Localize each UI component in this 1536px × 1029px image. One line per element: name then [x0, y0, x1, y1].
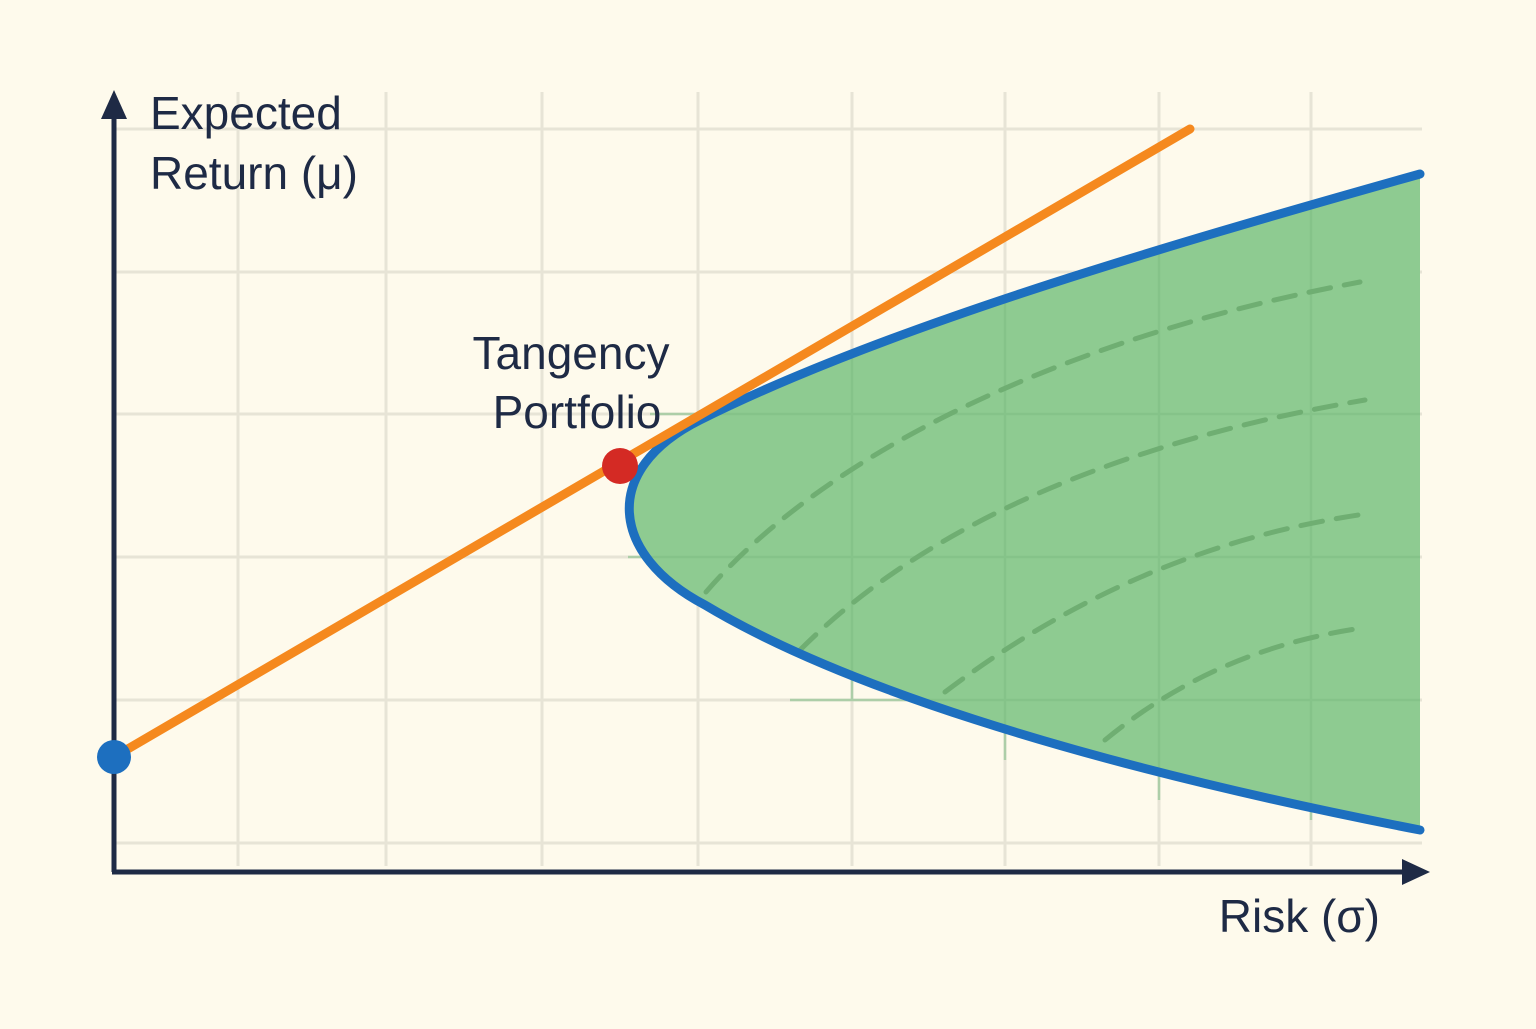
x-axis-label: Risk (σ) — [1219, 890, 1380, 942]
dashed-curve — [703, 279, 1363, 595]
dashed-curve — [942, 511, 1368, 695]
inner-dashed-curves — [703, 279, 1368, 743]
y-axis-label-line1: Expected — [150, 87, 342, 139]
capital-market-line — [109, 124, 1195, 762]
y-axis-arrow — [101, 90, 127, 119]
risk-free-point — [97, 740, 131, 774]
tangency-label-line2: Portfolio — [493, 386, 662, 438]
x-axis-arrow — [1402, 859, 1430, 885]
dashed-curve — [1102, 625, 1365, 743]
tangency-portfolio-point — [602, 448, 638, 484]
efficient-frontier-curve — [624, 169, 1425, 835]
y-axis-label-line2: Return (μ) — [150, 147, 358, 199]
tangency-label-line1: Tangency — [473, 327, 670, 379]
dashed-curve — [797, 397, 1368, 653]
